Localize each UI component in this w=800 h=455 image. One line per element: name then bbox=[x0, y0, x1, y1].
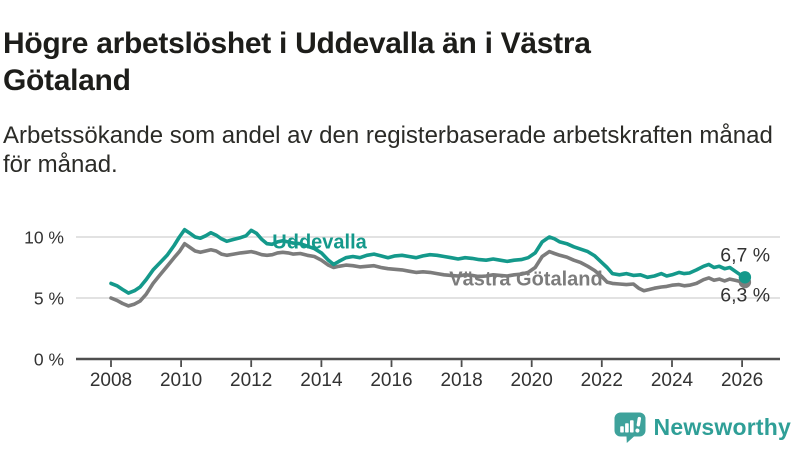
newsworthy-speech-bubble-chart-icon bbox=[613, 411, 647, 444]
end-value-label-uddevalla: 6,7 % bbox=[720, 244, 770, 266]
x-tick-label-2014: 2014 bbox=[300, 370, 343, 391]
chart-subtitle: Arbetssökande som andel av den registerb… bbox=[3, 121, 773, 179]
x-tick-label-2020: 2020 bbox=[511, 370, 553, 391]
series-line-uddevalla bbox=[109, 227, 747, 295]
x-tick-label-2018: 2018 bbox=[440, 370, 482, 391]
x-tick-label-2012: 2012 bbox=[230, 370, 272, 391]
series-label-uddevalla: Uddevalla bbox=[272, 231, 367, 253]
subtitle-line-2: för månad. bbox=[3, 151, 118, 178]
y-tick-label-10: 10 % bbox=[24, 228, 64, 248]
x-tick-label-2010: 2010 bbox=[160, 370, 202, 391]
y-tick-label-5: 5 % bbox=[34, 289, 64, 309]
x-tick-label-2008: 2008 bbox=[90, 370, 132, 391]
x-tick-label-2022: 2022 bbox=[581, 370, 623, 391]
newsworthy-logo: Newsworthy bbox=[613, 411, 791, 444]
x-tick-label-2024: 2024 bbox=[651, 370, 694, 391]
series-line-vastra-gotaland bbox=[109, 241, 747, 308]
series-label-vastra-gotaland: Västra Götaland bbox=[449, 269, 602, 291]
x-tick-label-2016: 2016 bbox=[370, 370, 412, 391]
subtitle-line-1: Arbetssökande som andel av den registerb… bbox=[3, 122, 773, 149]
end-value-label-vastra-gotaland: 6,3 % bbox=[720, 285, 770, 307]
newsworthy-wordmark: Newsworthy bbox=[653, 414, 791, 440]
page-title: Högre arbetslöshet i Uddevalla än i Väst… bbox=[3, 27, 591, 98]
x-tick-label-2026: 2026 bbox=[721, 370, 763, 391]
series-end-dot-uddevalla bbox=[738, 271, 752, 284]
y-tick-label-0: 0 % bbox=[34, 350, 64, 370]
